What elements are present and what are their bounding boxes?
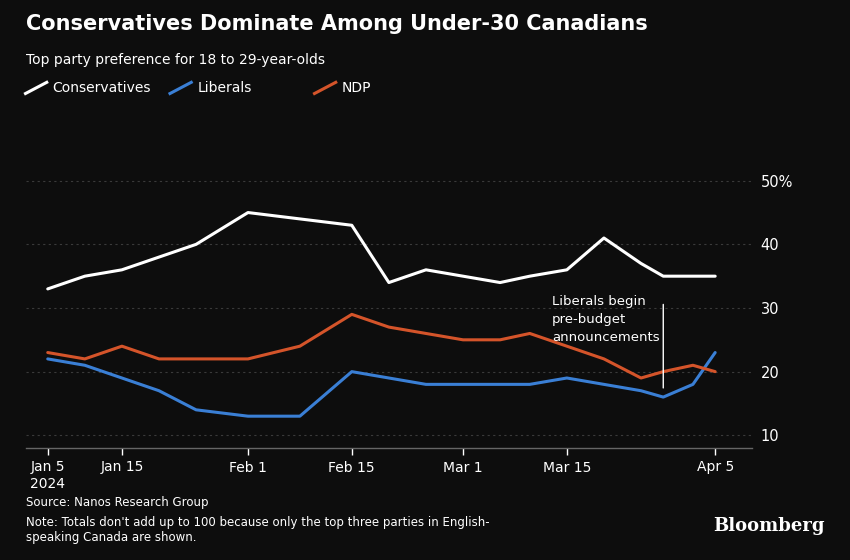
Text: Bloomberg: Bloomberg bbox=[713, 517, 824, 535]
Text: NDP: NDP bbox=[342, 82, 371, 96]
Text: Note: Totals don't add up to 100 because only the top three parties in English-
: Note: Totals don't add up to 100 because… bbox=[26, 516, 489, 544]
Text: Conservatives Dominate Among Under-30 Canadians: Conservatives Dominate Among Under-30 Ca… bbox=[26, 14, 647, 34]
Text: Source: Nanos Research Group: Source: Nanos Research Group bbox=[26, 496, 208, 508]
Text: Liberals begin
pre-budget
announcements: Liberals begin pre-budget announcements bbox=[552, 295, 660, 344]
Text: Conservatives: Conservatives bbox=[53, 82, 151, 96]
Text: Top party preference for 18 to 29-year-olds: Top party preference for 18 to 29-year-o… bbox=[26, 53, 325, 67]
Text: Liberals: Liberals bbox=[197, 82, 252, 96]
